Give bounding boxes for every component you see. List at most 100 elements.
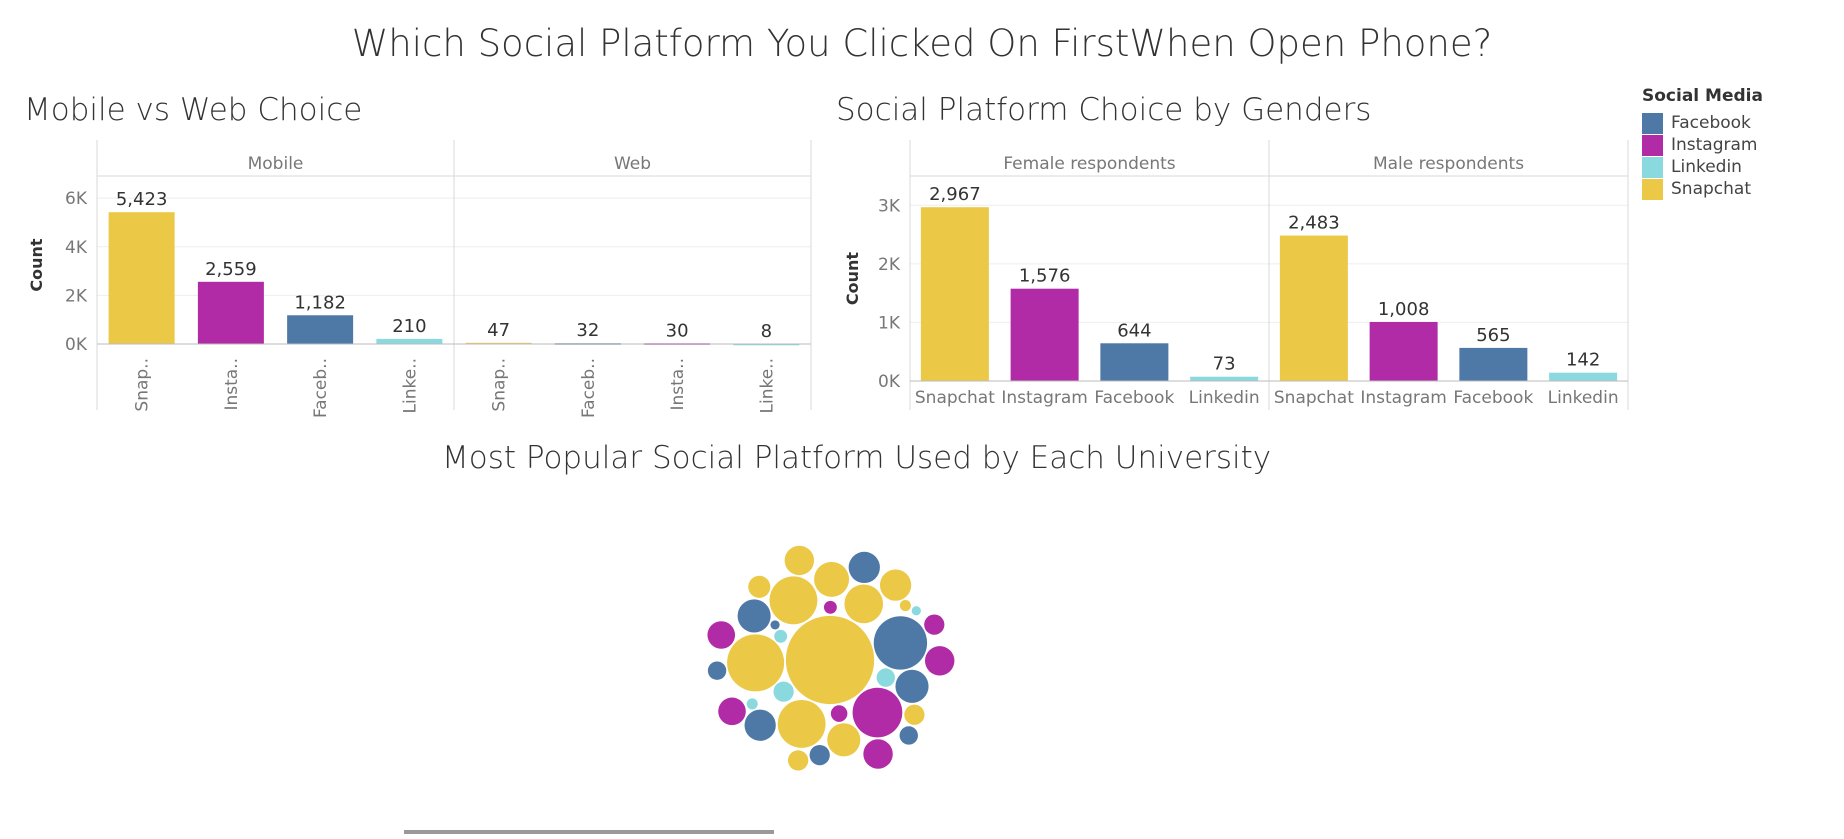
university-chart-title: Most Popular Social Platform Used by Eac… <box>442 440 1272 476</box>
bar-snapchat <box>108 212 175 344</box>
y-tick-label: 2K <box>65 286 88 306</box>
bar-facebook <box>1100 343 1169 381</box>
x-tick-label: Linke.. <box>757 358 777 413</box>
x-tick-label: Snap.. <box>133 358 153 412</box>
bar-linkedin <box>733 343 800 346</box>
bubble-snapchat <box>748 575 771 598</box>
legend-label: Snapchat <box>1671 179 1751 199</box>
x-tick-label: Snap.. <box>490 358 510 412</box>
bar-linkedin <box>1190 376 1259 381</box>
facet-header: Female respondents <box>1003 154 1175 174</box>
legend-item-linkedin[interactable]: Linkedin <box>1642 156 1763 178</box>
bar-data-label: 73 <box>1213 354 1236 375</box>
legend-label: Instagram <box>1671 135 1758 155</box>
legend-swatch <box>1642 112 1663 134</box>
legend-item-snapchat[interactable]: Snapchat <box>1642 178 1763 200</box>
bar-data-label: 2,559 <box>205 259 257 280</box>
x-tick-label: Facebook <box>1453 388 1533 408</box>
y-axis-title: Count <box>843 252 862 306</box>
gender-chart: Count 0K 1K 2K 3K Female respondents 2,967 Snap… <box>843 140 1629 410</box>
legend-label: Linkedin <box>1671 157 1742 177</box>
bar-instagram <box>1369 321 1438 381</box>
bubble-linkedin <box>911 606 921 616</box>
bar-snapchat <box>1279 235 1348 381</box>
bubble-snapchat <box>879 569 912 601</box>
bar-snapchat <box>920 207 989 381</box>
y-tick-label: 0K <box>878 372 901 392</box>
legend-title: Social Media <box>1642 86 1763 106</box>
bubble-facebook <box>809 744 830 766</box>
bar-data-label: 32 <box>576 320 599 341</box>
bar-data-label: 47 <box>487 320 510 341</box>
bubble-instagram <box>707 621 736 649</box>
bar-instagram <box>197 281 264 344</box>
y-tick-label: 2K <box>878 255 901 275</box>
legend-item-facebook[interactable]: Facebook <box>1642 112 1763 134</box>
x-tick-label: Insta.. <box>668 358 688 411</box>
bubble-snapchat <box>844 584 884 624</box>
bubble-instagram <box>924 646 955 676</box>
bar-facebook <box>1459 347 1528 381</box>
y-tick-label: 0K <box>65 335 88 355</box>
bar-data-label: 1,576 <box>1019 266 1071 287</box>
legend-label: Facebook <box>1671 113 1751 133</box>
bubble-snapchat <box>814 561 850 597</box>
bar-data-label: 5,423 <box>116 189 168 210</box>
x-tick-label: Linke.. <box>400 358 420 413</box>
bar-linkedin <box>1549 372 1618 381</box>
bubble-linkedin <box>746 698 758 710</box>
y-tick-label: 3K <box>878 196 901 216</box>
mobile-web-chart-title: Mobile vs Web Choice <box>24 92 363 128</box>
footer-divider <box>404 830 774 834</box>
bubble-instagram <box>924 614 945 635</box>
legend-swatch <box>1642 156 1663 178</box>
bubble-snapchat <box>727 634 785 692</box>
bar-data-label: 644 <box>1117 320 1151 341</box>
bar-instagram <box>1010 288 1079 381</box>
facet-header: Web <box>614 154 651 174</box>
x-tick-label: Instagram <box>1360 388 1447 408</box>
x-tick-label: Snapchat <box>915 388 995 408</box>
x-tick-label: Snapchat <box>1274 388 1354 408</box>
bubble-facebook <box>848 551 880 584</box>
bubble-snapchat <box>785 615 875 705</box>
university-bubble-chart <box>707 545 955 771</box>
y-axis-title: Count <box>27 238 46 292</box>
x-tick-label: Faceb.. <box>311 358 331 418</box>
bar-data-label: 2,483 <box>1288 213 1340 234</box>
bar-data-label: 30 <box>666 320 689 341</box>
bar-linkedin <box>376 338 443 344</box>
legend: Social Media Facebook Instagram Linkedin Sn… <box>1642 86 1763 200</box>
bubble-instagram <box>852 687 903 738</box>
bar-data-label: 8 <box>761 321 772 342</box>
bubble-facebook <box>899 726 918 745</box>
bubble-snapchat <box>899 600 911 612</box>
bubble-linkedin <box>773 681 794 702</box>
mobile-web-chart: Count 0K 2K 4K 6K Mobile 5,423 Snap.. 2,559 Insta… <box>27 140 812 418</box>
bubble-linkedin <box>876 668 895 687</box>
bubble-snapchat <box>827 723 861 757</box>
bubble-facebook <box>873 616 928 670</box>
bubble-instagram <box>718 697 746 726</box>
bubble-instagram <box>823 600 837 614</box>
facet-header: Male respondents <box>1373 154 1524 174</box>
bar-facebook <box>287 315 354 344</box>
bubble-snapchat <box>788 750 809 771</box>
legend-item-instagram[interactable]: Instagram <box>1642 134 1763 156</box>
bar-data-label: 2,967 <box>929 184 981 205</box>
x-tick-label: Facebook <box>1094 388 1174 408</box>
y-tick-label: 1K <box>878 313 901 333</box>
y-tick-label: 4K <box>65 238 88 258</box>
bubble-linkedin <box>774 629 788 643</box>
bubble-facebook <box>895 669 929 703</box>
dashboard-title: Which Social Platform You Clicked On Fir… <box>351 22 1493 65</box>
bubble-instagram <box>830 705 848 722</box>
bubble-facebook <box>737 599 771 633</box>
bar-data-label: 1,182 <box>294 292 346 313</box>
x-tick-label: Faceb.. <box>579 358 599 418</box>
bubble-snapchat <box>784 545 815 576</box>
x-tick-label: Linkedin <box>1548 388 1619 408</box>
legend-swatch <box>1642 178 1663 200</box>
bubble-facebook <box>770 620 780 630</box>
x-tick-label: Instagram <box>1001 388 1088 408</box>
